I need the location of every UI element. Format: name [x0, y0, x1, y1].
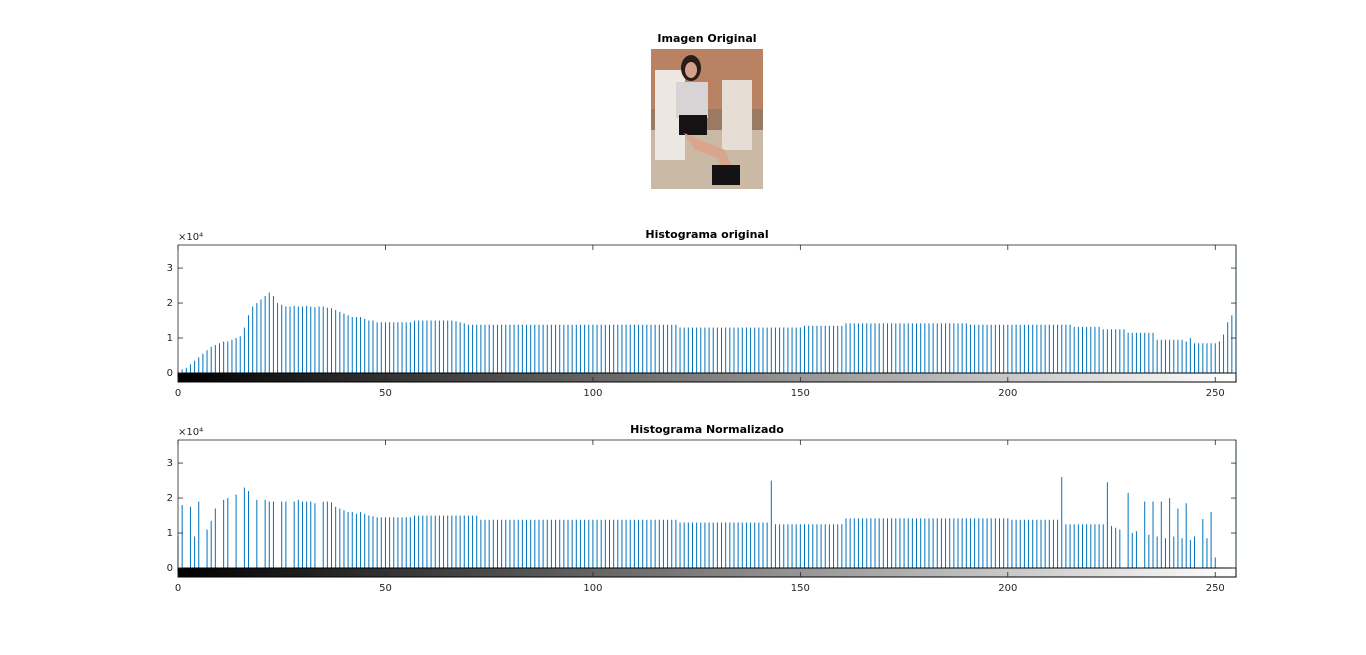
- x-tick-label: 250: [1206, 388, 1225, 399]
- y-exponent: ×10⁴: [178, 232, 203, 243]
- y-tick-label: 1: [167, 528, 173, 539]
- x-tick-label: 0: [175, 388, 181, 399]
- image-title: Imagen Original: [657, 32, 756, 45]
- y-tick-label: 2: [167, 493, 173, 504]
- x-tick-label: 50: [379, 388, 392, 399]
- colorbar: [177, 372, 1237, 383]
- y-tick-label: 0: [167, 563, 173, 574]
- x-tick-label: 100: [583, 388, 602, 399]
- colorbar: [177, 567, 1237, 578]
- x-tick-label: 0: [175, 583, 181, 594]
- x-tick-label: 250: [1206, 583, 1225, 594]
- chart-title: Histograma original: [645, 228, 768, 241]
- chart-title: Histograma Normalizado: [630, 423, 784, 436]
- x-tick-label: 150: [791, 583, 810, 594]
- y-tick-label: 1: [167, 333, 173, 344]
- y-tick-label: 3: [167, 458, 173, 469]
- stems: [177, 440, 1237, 568]
- stems: [177, 245, 1237, 373]
- y-tick-label: 0: [167, 368, 173, 379]
- y-tick-label: 3: [167, 263, 173, 274]
- x-tick-label: 200: [998, 583, 1017, 594]
- y-exponent: ×10⁴: [178, 427, 203, 438]
- original-image: [651, 49, 763, 189]
- x-tick-label: 200: [998, 388, 1017, 399]
- x-tick-label: 50: [379, 583, 392, 594]
- x-tick-label: 150: [791, 388, 810, 399]
- y-tick-label: 2: [167, 298, 173, 309]
- x-tick-label: 100: [583, 583, 602, 594]
